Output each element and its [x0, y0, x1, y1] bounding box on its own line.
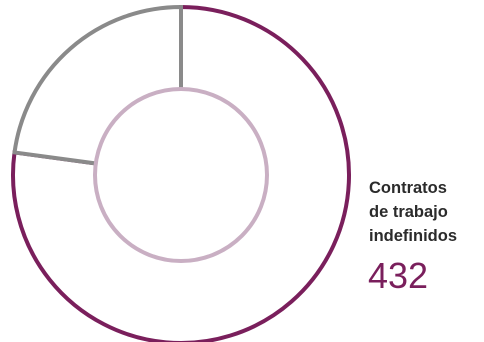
donut-slice-1 — [11, 4, 351, 342]
callout-label: Contratos de trabajo indefinidos — [369, 176, 481, 248]
callout-label-line-3: indefinidos — [369, 227, 457, 245]
callout-label-line-1: Contratos — [369, 179, 447, 197]
callout-value: 432 — [368, 255, 429, 296]
callout-label-line-2: de trabajo — [369, 203, 448, 221]
donut-hole — [93, 87, 269, 263]
donut-chart — [11, 4, 351, 342]
